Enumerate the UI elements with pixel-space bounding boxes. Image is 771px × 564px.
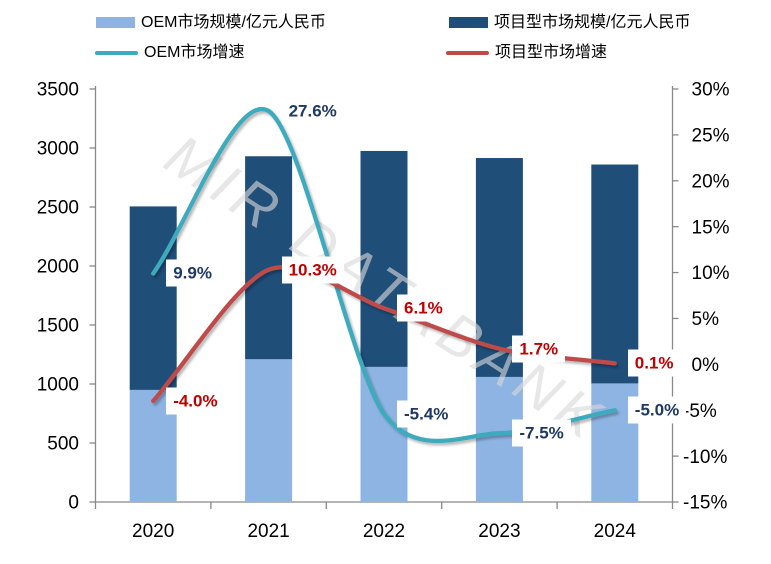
right-axis-tick-label: 15% (692, 217, 730, 238)
legend-label-project-bar: 项目型市场规模/亿元人民币 (494, 14, 691, 31)
right-axis-tick-label: 30% (692, 80, 730, 101)
x-axis-category-label: 2023 (478, 521, 520, 542)
bar-project-2022 (360, 150, 408, 367)
bar-project-2024 (591, 164, 639, 384)
x-axis-category-label: 2021 (247, 521, 289, 542)
x-axis-category-label: 2022 (363, 521, 405, 542)
right-axis-tick-label: -5% (683, 401, 717, 422)
right-axis-tick-label: 25% (692, 126, 730, 147)
legend-item-project-bar: 项目型市场规模/亿元人民币 (449, 14, 690, 32)
left-axis-tick-label: 3500 (37, 80, 79, 101)
legend-swatch-oem-line (95, 50, 138, 56)
bar-oem-2020 (129, 389, 177, 502)
x-axis-category-label: 2020 (132, 521, 174, 542)
legend-label-project-line: 项目型市场增速 (495, 44, 608, 61)
left-axis-tick-label: 500 (47, 434, 79, 455)
bar-project-2020 (129, 206, 177, 390)
legend-swatch-project-line (446, 50, 489, 56)
right-axis-tick-label: -15% (683, 493, 727, 514)
x-axis-category-label: 2024 (594, 521, 637, 542)
right-axis-tick-label: 0% (692, 355, 720, 376)
legend-label-oem-line: OEM市场增速 (144, 44, 245, 61)
right-axis-tick-label: 10% (692, 263, 730, 284)
legend-label-oem-bar: OEM市场规模/亿元人民币 (141, 14, 326, 31)
left-axis-tick-label: 2000 (37, 257, 79, 278)
bar-oem-2021 (245, 359, 293, 502)
right-axis-tick-label: 5% (692, 309, 720, 330)
left-axis-tick-label: 3000 (37, 139, 79, 160)
legend-item-project-line: 项目型市场增速 (446, 44, 607, 62)
right-axis-tick-label: -10% (683, 447, 727, 468)
left-axis-tick-label: 1000 (37, 375, 79, 396)
legend-swatch-oem-bar (96, 17, 135, 29)
left-axis-tick-label: 0 (68, 493, 79, 514)
oem-growth-line (151, 106, 617, 444)
legend-item-oem-bar: OEM市场规模/亿元人民币 (96, 14, 326, 32)
left-axis-tick-label: 1500 (37, 316, 79, 337)
legend-item-oem-line: OEM市场增速 (95, 44, 244, 62)
left-axis-tick-label: 2500 (37, 198, 79, 219)
bar-oem-2022 (360, 366, 408, 502)
right-axis-tick-label: 20% (692, 171, 730, 192)
legend-swatch-project-bar (449, 17, 488, 29)
